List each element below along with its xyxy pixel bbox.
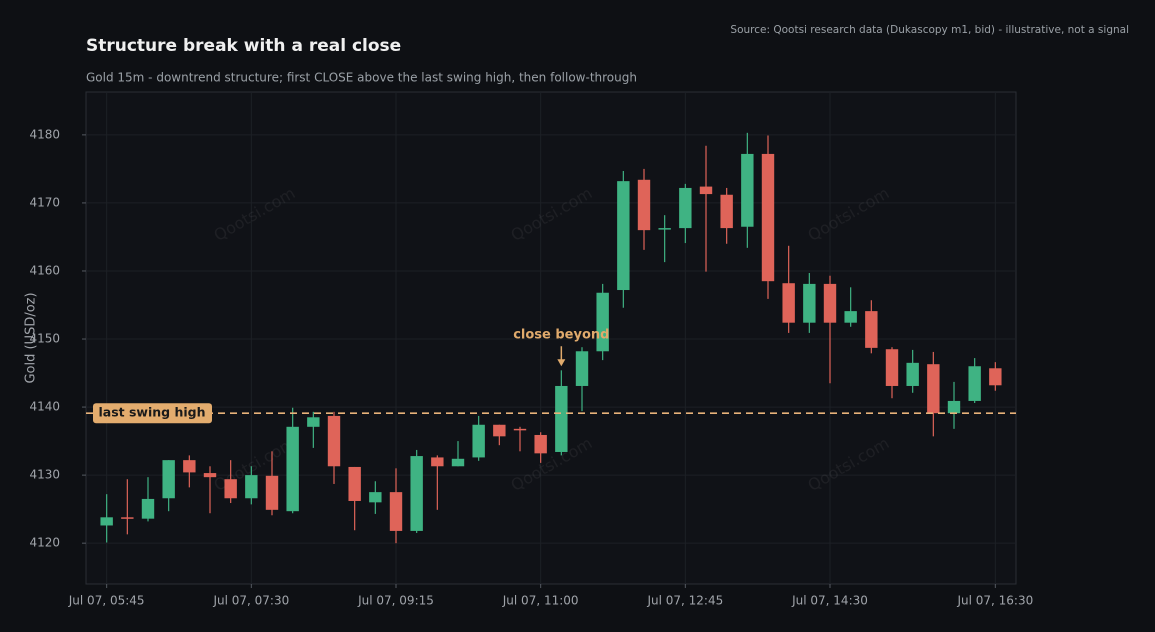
- reference-label: last swing high: [99, 405, 206, 420]
- candle-body: [947, 400, 961, 414]
- candle-body: [823, 283, 837, 323]
- candle-body: [307, 417, 320, 427]
- x-tick-label: Jul 07, 05:45: [68, 594, 145, 608]
- candle-body: [162, 460, 175, 499]
- candle-body: [803, 283, 816, 323]
- y-tick-label: 4120: [29, 536, 60, 550]
- candle-body: [327, 415, 341, 467]
- chart-title: Structure break with a real close: [86, 36, 401, 56]
- candle-body: [699, 186, 713, 195]
- x-tick-label: Jul 07, 09:15: [357, 594, 434, 608]
- candle-body: [513, 428, 527, 431]
- candle-body: [100, 517, 113, 526]
- x-tick-label: Jul 07, 12:45: [646, 594, 723, 608]
- candle-body: [121, 517, 134, 519]
- y-tick-label: 4160: [29, 263, 60, 277]
- x-tick-label: Jul 07, 07:30: [212, 594, 289, 608]
- candle-body: [658, 228, 671, 230]
- candle-body: [348, 466, 361, 501]
- chart-subtitle: Gold 15m - downtrend structure; first CL…: [86, 71, 637, 85]
- candle-body: [720, 194, 733, 229]
- candle-body: [927, 364, 940, 414]
- candle-body: [141, 498, 155, 519]
- y-tick-label: 4180: [29, 127, 60, 141]
- candle-body: [885, 349, 899, 386]
- candle-body: [472, 424, 485, 458]
- x-tick-label: Jul 07, 14:30: [791, 594, 868, 608]
- candle-body: [389, 492, 403, 531]
- plot-area: [85, 91, 1017, 585]
- source-note: Source: Qootsi research data (Dukascopy …: [730, 24, 1129, 36]
- candle-body: [782, 283, 795, 323]
- grid: 4120 4130 4140 4150 4160 4170 4180 Jul 07, 05:4…: [29, 92, 1033, 608]
- candle-body: [844, 311, 857, 323]
- candle-body: [865, 311, 878, 348]
- candle-body: [203, 473, 217, 478]
- candle-body: [637, 179, 651, 231]
- candle-body: [761, 153, 775, 282]
- candle-body: [534, 434, 547, 454]
- candle-body: [183, 460, 196, 473]
- candle-body: [451, 458, 465, 467]
- y-tick-label: 4170: [29, 195, 60, 209]
- annotation-arrowhead: [557, 359, 566, 367]
- candle-body: [265, 475, 279, 510]
- candles: [100, 132, 1002, 544]
- x-tick-label: Jul 07, 16:30: [956, 594, 1033, 608]
- overlays: last swing high close beyond: [86, 328, 1016, 424]
- candle-body: [575, 351, 589, 386]
- y-axis-label: Gold (USD/oz): [24, 292, 39, 383]
- reference-label-box: [93, 403, 212, 424]
- candle-body: [906, 362, 919, 386]
- candle-body: [493, 424, 506, 437]
- candle-body: [431, 457, 444, 467]
- annotation-label: close beyond: [513, 328, 609, 343]
- candle-body: [679, 187, 692, 229]
- candle-body: [286, 426, 299, 512]
- candle-body: [224, 479, 237, 499]
- candle-body: [555, 385, 568, 452]
- candle-body: [596, 292, 609, 352]
- candle-body: [741, 153, 754, 227]
- y-tick-label: 4150: [29, 332, 60, 346]
- candle-body: [369, 492, 382, 503]
- candle-body: [245, 475, 258, 499]
- y-tick-label: 4140: [29, 400, 60, 414]
- x-tick-label: Jul 07, 11:00: [502, 594, 579, 608]
- candle-body: [410, 456, 423, 531]
- y-tick-label: 4130: [29, 468, 60, 482]
- candle-body: [617, 181, 630, 291]
- candle-body: [968, 366, 981, 401]
- candle-body: [989, 368, 1002, 386]
